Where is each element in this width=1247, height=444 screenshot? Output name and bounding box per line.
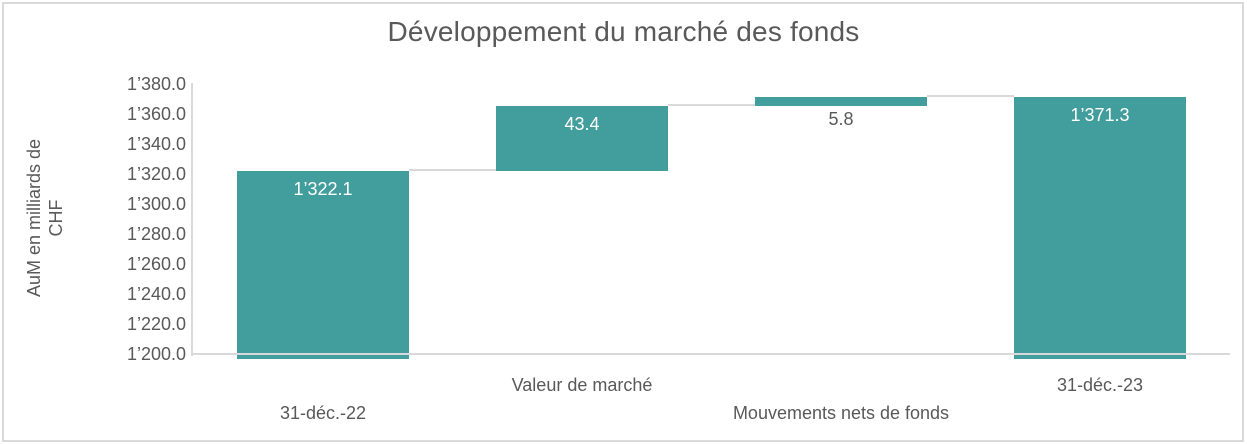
bar-label: 5.8 bbox=[828, 108, 854, 129]
bar bbox=[496, 105, 668, 171]
bar-label: 43.4 bbox=[564, 113, 600, 134]
y-axis-line bbox=[191, 83, 193, 356]
y-tick-label: 1’280.0 bbox=[126, 224, 186, 244]
x-category-label: Mouvements nets de fonds bbox=[732, 403, 950, 423]
chart-title: Développement du marché des fonds bbox=[387, 16, 860, 47]
y-tick-label: 1’240.0 bbox=[126, 284, 186, 304]
y-tick-label: 1’320.0 bbox=[126, 164, 186, 184]
y-axis-title-line1: AuM en milliards de bbox=[24, 138, 44, 298]
connector-line bbox=[409, 168, 496, 171]
y-tick-label: 1’220.0 bbox=[126, 314, 186, 334]
x-category-label: 31-déc.-23 bbox=[1056, 375, 1144, 395]
x-category-label: 31-déc.-22 bbox=[279, 403, 367, 423]
bar-label: 1’322.1 bbox=[293, 178, 353, 199]
y-tick-label: 1’360.0 bbox=[126, 104, 186, 124]
y-tick-label: 1’380.0 bbox=[126, 74, 186, 94]
bar bbox=[755, 97, 927, 106]
bar-label: 1’371.3 bbox=[1070, 105, 1130, 126]
bar bbox=[237, 170, 409, 359]
bar bbox=[1014, 97, 1186, 359]
y-tick-label: 1’260.0 bbox=[126, 254, 186, 274]
y-tick-label: 1’200.0 bbox=[126, 344, 186, 364]
x-axis-line bbox=[191, 353, 1230, 355]
y-tick-label: 1’300.0 bbox=[126, 194, 186, 214]
x-category-label: Valeur de marché bbox=[511, 375, 653, 395]
y-tick-label: 1’340.0 bbox=[126, 134, 186, 154]
connector-line bbox=[668, 103, 755, 106]
connector-line bbox=[927, 95, 1014, 98]
